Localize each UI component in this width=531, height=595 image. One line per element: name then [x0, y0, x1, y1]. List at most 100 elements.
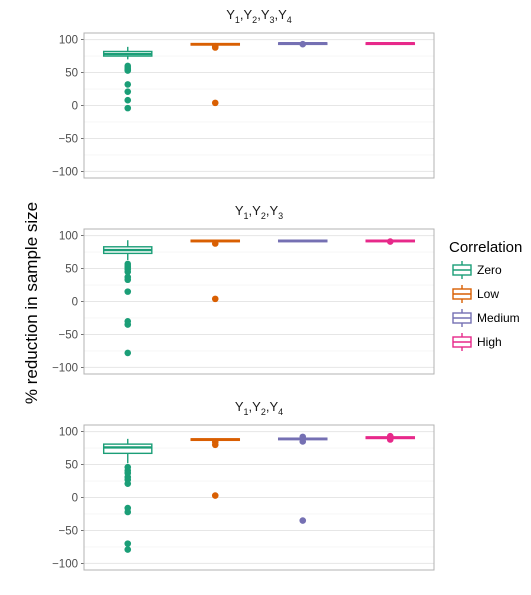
outlier-point	[124, 268, 132, 276]
panel-title-separator: ,	[257, 7, 261, 22]
panel-title-subscript: 1	[235, 15, 240, 25]
panel-title-base: Y	[269, 203, 278, 218]
panel-title-base: Y	[252, 399, 261, 414]
outlier-point	[211, 492, 219, 499]
outlier-point	[124, 321, 132, 328]
legend-key-medium	[452, 309, 472, 327]
box-medium	[277, 40, 328, 48]
panel-title-base: Y	[244, 7, 253, 22]
outlier-point	[211, 44, 219, 51]
box-low	[190, 42, 241, 107]
outlier-point	[124, 480, 132, 487]
panel-border	[83, 424, 435, 571]
box-iqr	[102, 443, 153, 455]
panel-border	[83, 228, 435, 375]
box-medium	[277, 239, 328, 243]
panel-title-base: Y	[235, 203, 244, 218]
outlier-point	[124, 349, 132, 357]
outlier-point	[386, 238, 394, 245]
y-tick-label: 0	[72, 297, 78, 309]
y-tick-label: 100	[59, 427, 78, 439]
panel-border	[83, 32, 435, 179]
box-zero	[102, 438, 153, 553]
outlier-point	[124, 88, 132, 95]
panel-title-separator: ,	[266, 203, 270, 218]
legend-key-zero	[452, 261, 472, 279]
panel-title-base: Y	[235, 399, 244, 414]
panel-title-separator: ,	[249, 203, 253, 218]
legend-label: High	[477, 335, 502, 349]
panel-title: Y1,Y2,Y4	[235, 399, 283, 417]
panels: Y1,Y2,Y3,Y4100500−50−100Y1,Y2,Y3100500−5…	[52, 7, 435, 571]
legend-key-low	[452, 285, 472, 303]
box-zero	[102, 240, 153, 357]
panel-title-base: Y	[269, 399, 278, 414]
y-tick-label: 100	[59, 231, 78, 243]
y-tick-label: −50	[58, 525, 78, 537]
panel-title-subscript: 1	[244, 407, 249, 417]
panel-title-subscript: 4	[287, 15, 292, 25]
y-tick-label: 100	[59, 35, 78, 47]
panel-title-separator: ,	[275, 7, 279, 22]
panel-title-separator: ,	[240, 7, 244, 22]
outlier-point	[211, 441, 219, 449]
legend-key-high	[452, 333, 472, 351]
y-tick-label: 0	[72, 101, 78, 113]
legend-label: Low	[477, 287, 499, 301]
panel-title-subscript: 1	[244, 211, 249, 221]
legend-label: Medium	[477, 311, 520, 325]
outlier-point	[124, 546, 132, 553]
panel-title-subscript: 4	[278, 407, 283, 417]
outlier-point	[124, 288, 132, 295]
panel-title-separator: ,	[249, 399, 253, 414]
panel-title: Y1,Y2,Y3	[235, 203, 283, 221]
box-low	[190, 239, 241, 303]
panel-title-subscript: 3	[278, 211, 283, 221]
outlier-point	[124, 81, 132, 88]
box-zero	[102, 46, 153, 112]
legend-title: Correlation	[449, 239, 522, 256]
outlier-point	[299, 438, 307, 445]
y-tick-label: 50	[65, 460, 78, 472]
outlier-point	[299, 517, 307, 524]
box-high	[365, 432, 416, 443]
panel-title-base: Y	[261, 7, 270, 22]
box-low	[190, 438, 241, 499]
outlier-point	[211, 240, 219, 247]
legend: Correlation Zero Low Medium High	[449, 239, 522, 351]
y-axis-title: % reduction in sample size	[22, 202, 41, 404]
y-tick-label: 50	[65, 264, 78, 276]
y-tick-label: −100	[52, 362, 78, 374]
y-tick-label: 50	[65, 68, 78, 80]
panel-title-subscript: 2	[261, 407, 266, 417]
outlier-point	[386, 436, 394, 443]
y-tick-label: −50	[58, 133, 78, 145]
y-tick-label: −50	[58, 329, 78, 341]
panel-title-subscript: 3	[269, 15, 274, 25]
panel-title-base: Y	[226, 7, 235, 22]
outlier-point	[124, 508, 132, 516]
y-tick-label: −100	[52, 166, 78, 178]
outlier-point	[124, 67, 132, 74]
outlier-point	[211, 295, 219, 303]
outlier-point	[299, 40, 307, 48]
panel-title-subscript: 2	[252, 15, 257, 25]
y-tick-label: 0	[72, 493, 78, 505]
panel-title-subscript: 2	[261, 211, 266, 221]
outlier-point	[299, 433, 307, 441]
panel-title-separator: ,	[266, 399, 270, 414]
outlier-point	[124, 276, 132, 284]
outlier-point	[211, 99, 219, 107]
box-high	[365, 42, 416, 46]
box-medium	[277, 433, 328, 524]
outlier-point	[124, 96, 132, 104]
panel-title-base: Y	[278, 7, 287, 22]
panel-title-base: Y	[252, 203, 261, 218]
y-tick-label: −100	[52, 558, 78, 570]
panel-title: Y1,Y2,Y3,Y4	[226, 7, 292, 25]
box-high	[365, 238, 416, 245]
